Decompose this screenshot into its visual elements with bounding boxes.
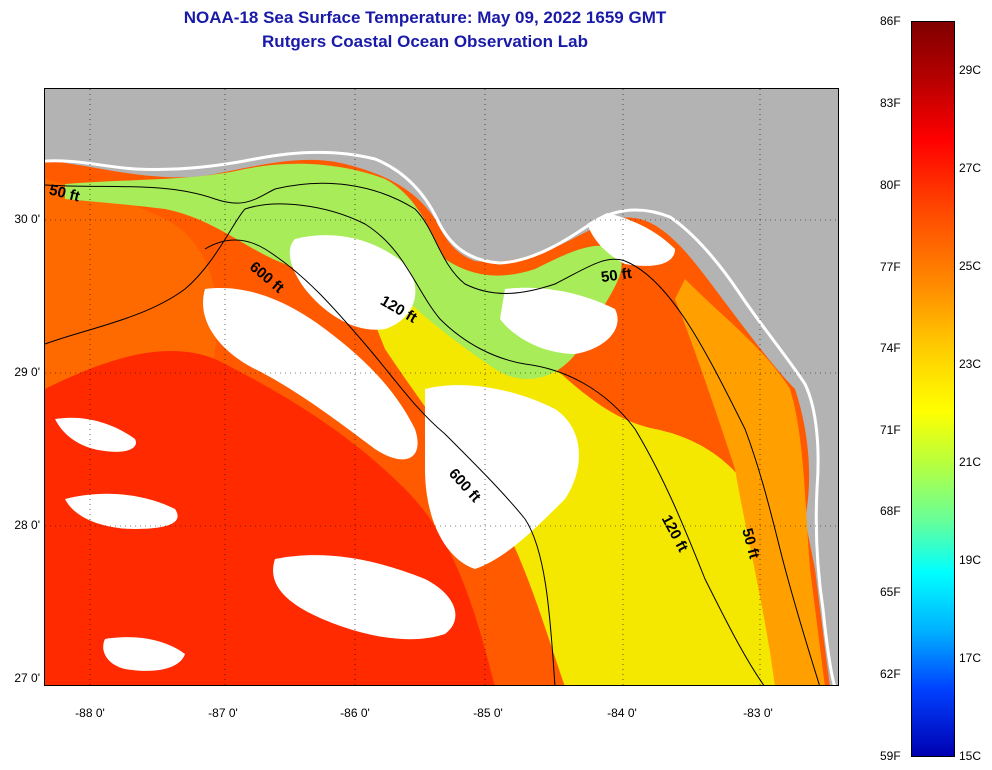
colorbar-f-label: 71F — [880, 423, 901, 437]
colorbar-c-label: 25C — [959, 259, 982, 273]
x-tick-label: -88 0' — [75, 706, 105, 720]
colorbar-f-label: 62F — [880, 667, 901, 681]
cloud-6 — [55, 417, 136, 452]
temperature-colorbar — [911, 21, 955, 757]
cloud-3 — [425, 385, 579, 569]
colorbar-c-label: 17C — [959, 651, 982, 665]
colorbar-f-label: 65F — [880, 585, 901, 599]
colorbar-f-label: 80F — [880, 178, 901, 192]
y-tick-label: 28 0' — [14, 518, 40, 532]
colorbar-f-label: 83F — [880, 96, 901, 110]
x-tick-label: -84 0' — [607, 706, 637, 720]
x-tick-label: -85 0' — [473, 706, 503, 720]
coastline — [45, 150, 836, 685]
colorbar-f-label: 59F — [880, 749, 901, 763]
colorbar-c-label: 19C — [959, 553, 982, 567]
colorbar-c-label: 27C — [959, 161, 982, 175]
land-north — [45, 89, 838, 388]
contour-50ft — [45, 182, 820, 685]
cloud-4 — [500, 287, 618, 354]
cloud-9 — [103, 637, 185, 671]
colorbar-c-label: 15C — [959, 749, 982, 763]
map-title: NOAA-18 Sea Surface Temperature: May 09,… — [183, 8, 667, 27]
east-orange — [675, 279, 825, 685]
colorbar-f-label: 86F — [880, 14, 901, 28]
colorbar-c-label: 29C — [959, 63, 982, 77]
colorbar-c-label: 21C — [959, 455, 982, 469]
colorbar-c-label: 23C — [959, 357, 982, 371]
y-tick-label: 29 0' — [14, 365, 40, 379]
cloud-1 — [289, 235, 416, 330]
x-tick-label: -86 0' — [340, 706, 370, 720]
colorbar-f-label: 68F — [880, 504, 901, 518]
colorbar-f-label: 74F — [880, 341, 901, 355]
y-tick-label: 30 0' — [14, 212, 40, 226]
cloud-2 — [203, 288, 418, 460]
colorbar-f-label: 77F — [880, 260, 901, 274]
contour-600ft — [204, 239, 556, 685]
cloud-7 — [65, 493, 178, 529]
x-tick-label: -83 0' — [743, 706, 773, 720]
cloud-5 — [273, 555, 456, 640]
cloud-8 — [585, 209, 675, 266]
sst-map-image — [45, 89, 838, 685]
map-subtitle: Rutgers Coastal Ocean Observation Lab — [262, 32, 588, 51]
x-tick-label: -87 0' — [208, 706, 238, 720]
contour-120ft — [45, 203, 765, 685]
sst-map: 50 ft 600 ft 120 ft 50 ft 600 ft 120 ft … — [44, 88, 839, 686]
y-tick-label: 27 0' — [14, 671, 40, 685]
